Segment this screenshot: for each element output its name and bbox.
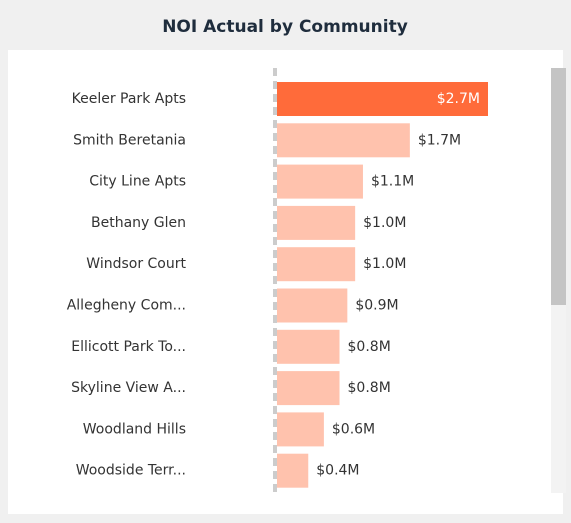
bar [277, 82, 488, 116]
value-label: $0.8M [348, 339, 391, 355]
value-label: $1.1M [371, 174, 414, 190]
bar [277, 288, 348, 323]
value-label: $1.0M [363, 256, 406, 272]
value-label: $2.7M [437, 91, 480, 107]
bar [277, 247, 356, 282]
category-label: Windsor Court [86, 256, 186, 272]
category-label: Allegheny Com... [67, 298, 186, 314]
category-label: Skyline View A... [71, 380, 186, 396]
bar [277, 164, 363, 199]
scrollbar-thumb[interactable] [551, 68, 566, 305]
value-label: $0.8M [348, 380, 391, 396]
value-label: $1.7M [418, 132, 461, 148]
bar [277, 123, 410, 158]
category-label: City Line Apts [89, 174, 186, 190]
category-label: Keeler Park Apts [72, 91, 186, 107]
value-label: $1.0M [363, 215, 406, 231]
category-label: Bethany Glen [91, 215, 186, 231]
bar [277, 453, 309, 488]
category-label: Smith Beretania [73, 132, 186, 148]
bar [277, 205, 356, 240]
chart-title: NOI Actual by Community [162, 17, 408, 37]
bar [277, 329, 340, 364]
value-label: $0.4M [316, 463, 359, 479]
value-label: $0.6M [332, 421, 375, 437]
bar [277, 412, 324, 447]
category-label: Ellicott Park To... [71, 339, 186, 355]
value-label: $0.9M [355, 298, 398, 314]
bar [277, 371, 340, 406]
category-label: Woodland Hills [83, 421, 186, 437]
category-label: Woodside Terr... [76, 463, 186, 479]
